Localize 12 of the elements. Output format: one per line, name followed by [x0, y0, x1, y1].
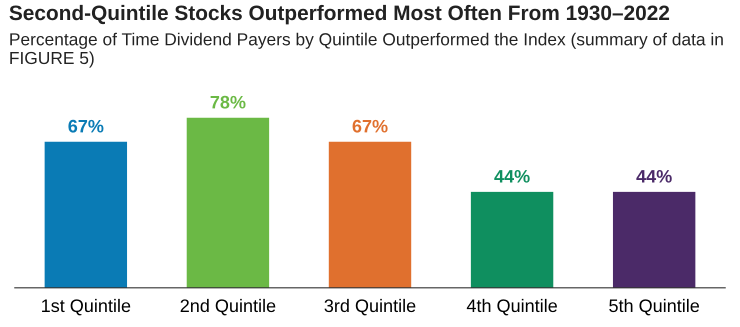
x-tick-label: 1st Quintile [42, 298, 130, 316]
data-label: 67% [352, 120, 388, 133]
x-tick-label: 3rd Quintile [324, 298, 416, 316]
chart-title: Second-Quintile Stocks Outperformed Most Often From 1930–2022 [9, 4, 670, 24]
chart-subtitle: Percentage of Time Dividend Payers by Quintile Outperformed the Index (summary of data in FIGURE 5) [10, 32, 723, 68]
data-label: 44% [494, 170, 530, 183]
data-label: 67% [68, 120, 104, 133]
x-tick-label: 5th Quintile [609, 298, 700, 316]
x-tick-label: 2nd Quintile [180, 298, 276, 316]
data-label: 78% [210, 96, 246, 109]
x-tick-label: 4th Quintile [466, 298, 557, 316]
data-label: 44% [636, 170, 672, 183]
